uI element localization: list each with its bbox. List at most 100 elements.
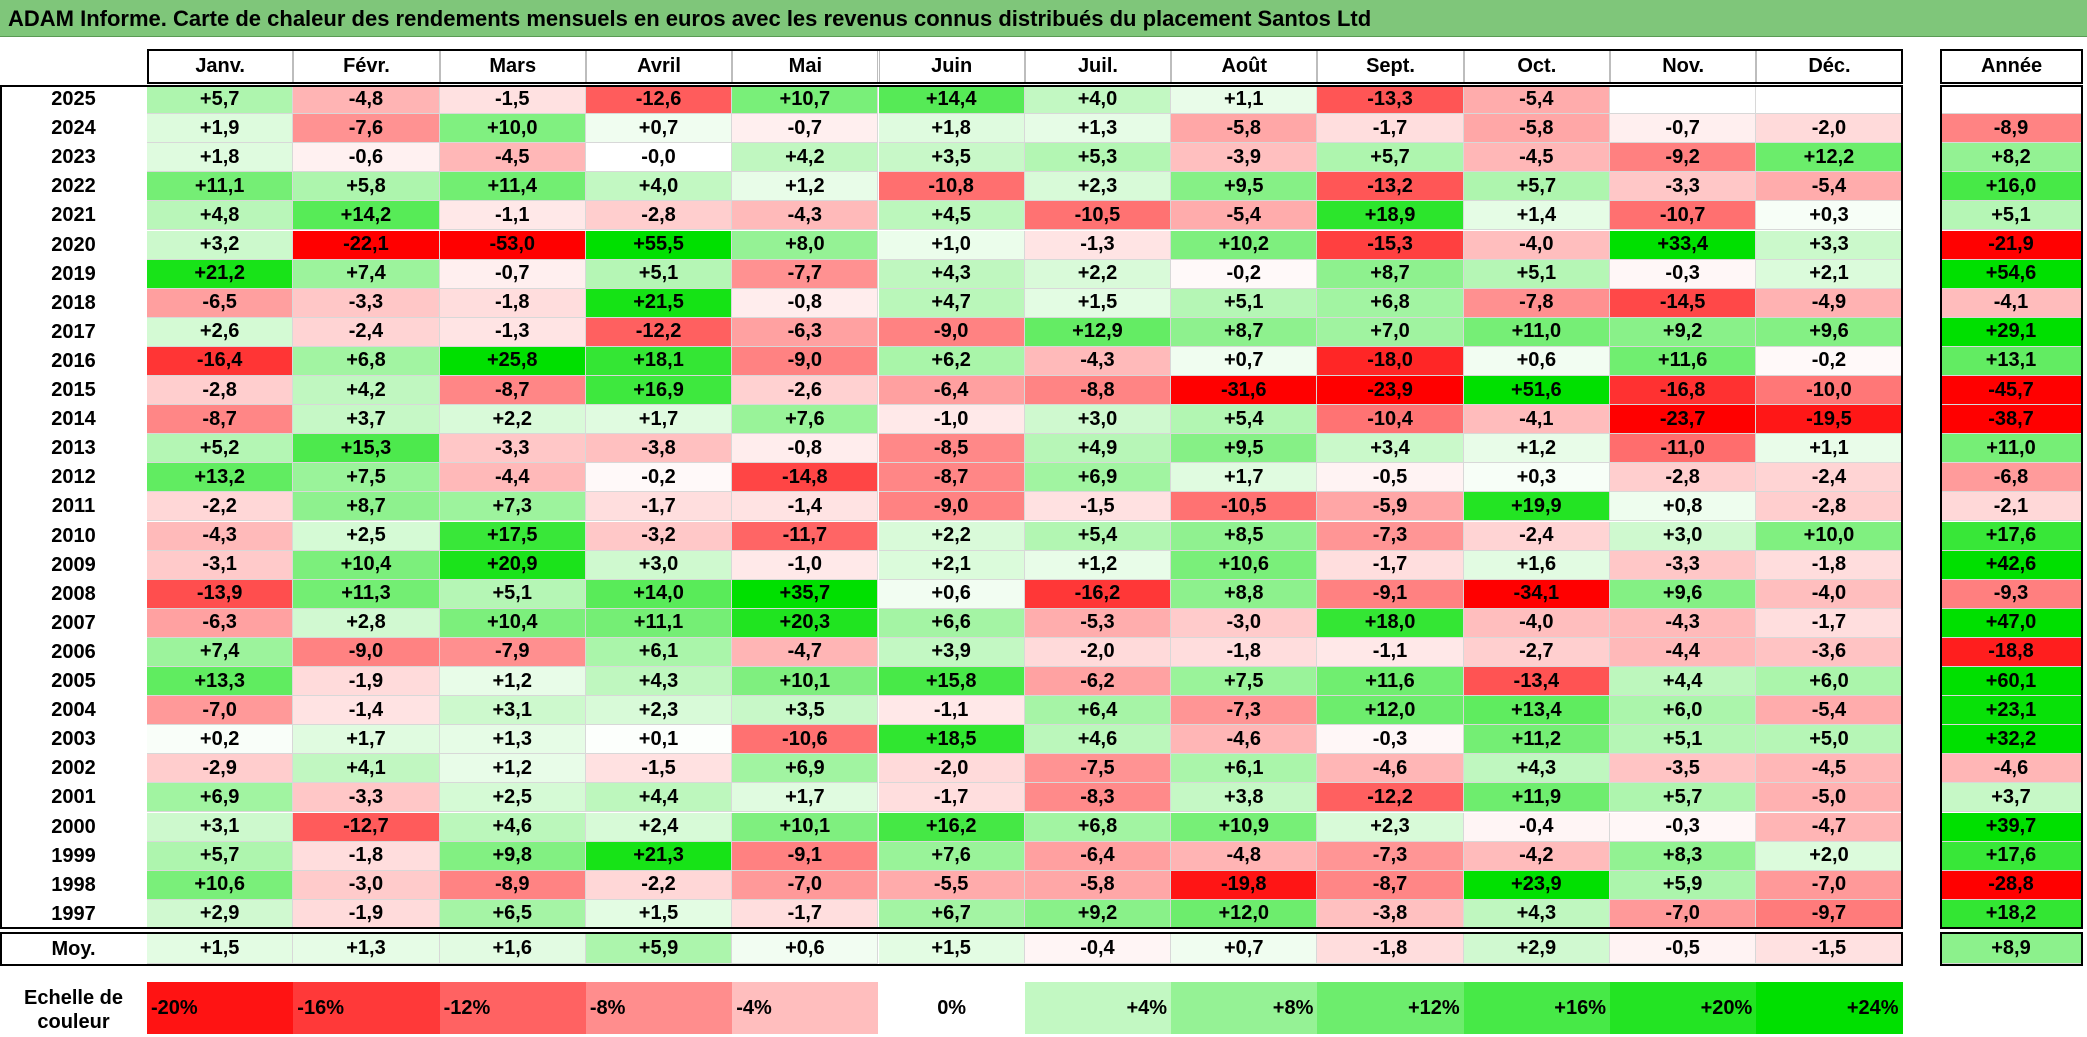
- heatmap-cell: +7,5: [293, 463, 440, 493]
- heatmap-cell: -4,9: [1756, 288, 1903, 318]
- heatmap-cell: +7,3: [439, 492, 586, 522]
- heatmap-cell: -7,7: [732, 259, 879, 289]
- heatmap-cell: -7,0: [147, 696, 294, 726]
- heatmap-cell: +1,7: [732, 783, 879, 813]
- heatmap-cell: +4,9: [1024, 434, 1172, 464]
- heatmap-cell: +5,4: [1171, 405, 1318, 435]
- heatmap-cell: +3,0: [1610, 521, 1757, 551]
- color-scale-swatch: +12%: [1317, 982, 1464, 1034]
- heatmap-cell: -1,5: [585, 754, 733, 784]
- color-scale-swatch: +16%: [1463, 982, 1610, 1034]
- heatmap-cell: +4,3: [585, 667, 733, 697]
- annual-cell: -45,7: [1940, 376, 2083, 406]
- heatmap-cell: +7,0: [1317, 317, 1464, 347]
- heatmap-cell: -2,8: [147, 376, 294, 406]
- heatmap-cell: -1,8: [293, 841, 440, 871]
- heatmap-cell: -4,5: [439, 143, 586, 173]
- heatmap-cell: -8,7: [439, 376, 586, 406]
- year-label: 2001: [0, 783, 147, 813]
- heatmap-cell: -1,1: [439, 201, 586, 231]
- annual-cell: -4,6: [1940, 754, 2083, 784]
- heatmap-cell: +5,4: [1024, 521, 1172, 551]
- heatmap-cell: +18,0: [1317, 608, 1464, 638]
- heatmap-cell: -6,2: [1024, 667, 1172, 697]
- heatmap-cell: -4,8: [293, 85, 440, 115]
- heatmap-cell: +1,5: [1024, 288, 1172, 318]
- annual-cell: [1940, 85, 2083, 115]
- heatmap-cell: -1,1: [878, 696, 1025, 726]
- heatmap-cell: -5,0: [1756, 783, 1903, 813]
- heatmap-cell: -13,3: [1317, 85, 1464, 115]
- heatmap-cell: +4,2: [293, 376, 440, 406]
- average-cell: -0,4: [1024, 934, 1172, 964]
- annual-cell: -18,8: [1940, 637, 2083, 667]
- heatmap-cell: +1,7: [1171, 463, 1318, 493]
- heatmap-cell: -2,7: [1463, 637, 1610, 667]
- heatmap-cell: +3,7: [293, 405, 440, 435]
- heatmap-cell: +12,0: [1317, 696, 1464, 726]
- heatmap-cell: -5,4: [1463, 85, 1610, 115]
- heatmap-cell: +4,0: [585, 172, 733, 202]
- heatmap-cell: +2,1: [878, 550, 1025, 580]
- annual-cell: +3,7: [1940, 783, 2083, 813]
- color-scale-swatch: +24%: [1756, 982, 1903, 1034]
- heatmap-cell: +15,8: [878, 667, 1025, 697]
- heatmap-cell: -9,7: [1756, 899, 1903, 929]
- heatmap-cell: +4,3: [1463, 899, 1610, 929]
- heatmap-cell: +7,4: [293, 259, 440, 289]
- annual-cell: -28,8: [1940, 870, 2083, 900]
- annual-cell: +16,0: [1940, 172, 2083, 202]
- heatmap-cell: +0,3: [1463, 463, 1610, 493]
- heatmap-cell: +2,2: [439, 405, 586, 435]
- heatmap-cell: [1610, 85, 1757, 115]
- heatmap-cell: -8,7: [1317, 870, 1464, 900]
- heatmap-cell: +13,3: [147, 667, 294, 697]
- heatmap-cell: +21,3: [585, 841, 733, 871]
- average-cell: +1,6: [439, 934, 586, 964]
- heatmap-cell: +12,9: [1024, 317, 1172, 347]
- heatmap-cell: -6,4: [1024, 841, 1172, 871]
- heatmap-cell: -1,5: [1024, 492, 1172, 522]
- annual-cell: -21,9: [1940, 230, 2083, 260]
- heatmap-cell: +9,5: [1171, 434, 1318, 464]
- heatmap-cell: +4,0: [1024, 85, 1172, 115]
- year-label: 2011: [0, 492, 147, 522]
- heatmap-cell: -0,7: [439, 259, 586, 289]
- average-cell: +1,5: [878, 934, 1025, 964]
- heatmap-cell: +14,2: [293, 201, 440, 231]
- heatmap-cell: -2,4: [1463, 521, 1610, 551]
- heatmap-cell: +6,2: [878, 346, 1025, 376]
- heatmap-cell: -12,6: [585, 85, 733, 115]
- heatmap-cell: +8,7: [293, 492, 440, 522]
- heatmap-cell: -5,4: [1756, 696, 1903, 726]
- heatmap-cell: -16,8: [1610, 376, 1757, 406]
- heatmap-cell: +10,4: [293, 550, 440, 580]
- heatmap-cell: +0,2: [147, 725, 294, 755]
- heatmap-cell: -3,3: [293, 288, 440, 318]
- heatmap-cell: -2,8: [585, 201, 733, 231]
- heatmap-cell: -3,5: [1610, 754, 1757, 784]
- heatmap-cell: +21,2: [147, 259, 294, 289]
- heatmap-cell: -34,1: [1463, 579, 1610, 609]
- heatmap-cell: -1,9: [293, 667, 440, 697]
- heatmap-cell: +21,5: [585, 288, 733, 318]
- color-scale-swatch: -12%: [439, 982, 586, 1034]
- heatmap-cell: +51,6: [1463, 376, 1610, 406]
- heatmap-cell: -7,8: [1463, 288, 1610, 318]
- heatmap-cell: +5,1: [1610, 725, 1757, 755]
- heatmap-cell: +2,6: [147, 317, 294, 347]
- heatmap-cell: +12,0: [1171, 899, 1318, 929]
- annual-cell: +39,7: [1940, 812, 2083, 842]
- annual-cell: +54,6: [1940, 259, 2083, 289]
- heatmap-cell: -11,0: [1610, 434, 1757, 464]
- year-label: 2006: [0, 637, 147, 667]
- heatmap-cell: +6,4: [1024, 696, 1172, 726]
- average-cell: +0,7: [1171, 934, 1318, 964]
- year-label: 2004: [0, 696, 147, 726]
- year-label: 2024: [0, 114, 147, 144]
- year-label: 2008: [0, 579, 147, 609]
- heatmap-cell: -7,5: [1024, 754, 1172, 784]
- heatmap-cell: +1,5: [585, 899, 733, 929]
- heatmap-cell: +11,1: [147, 172, 294, 202]
- heatmap-cell: +11,2: [1463, 725, 1610, 755]
